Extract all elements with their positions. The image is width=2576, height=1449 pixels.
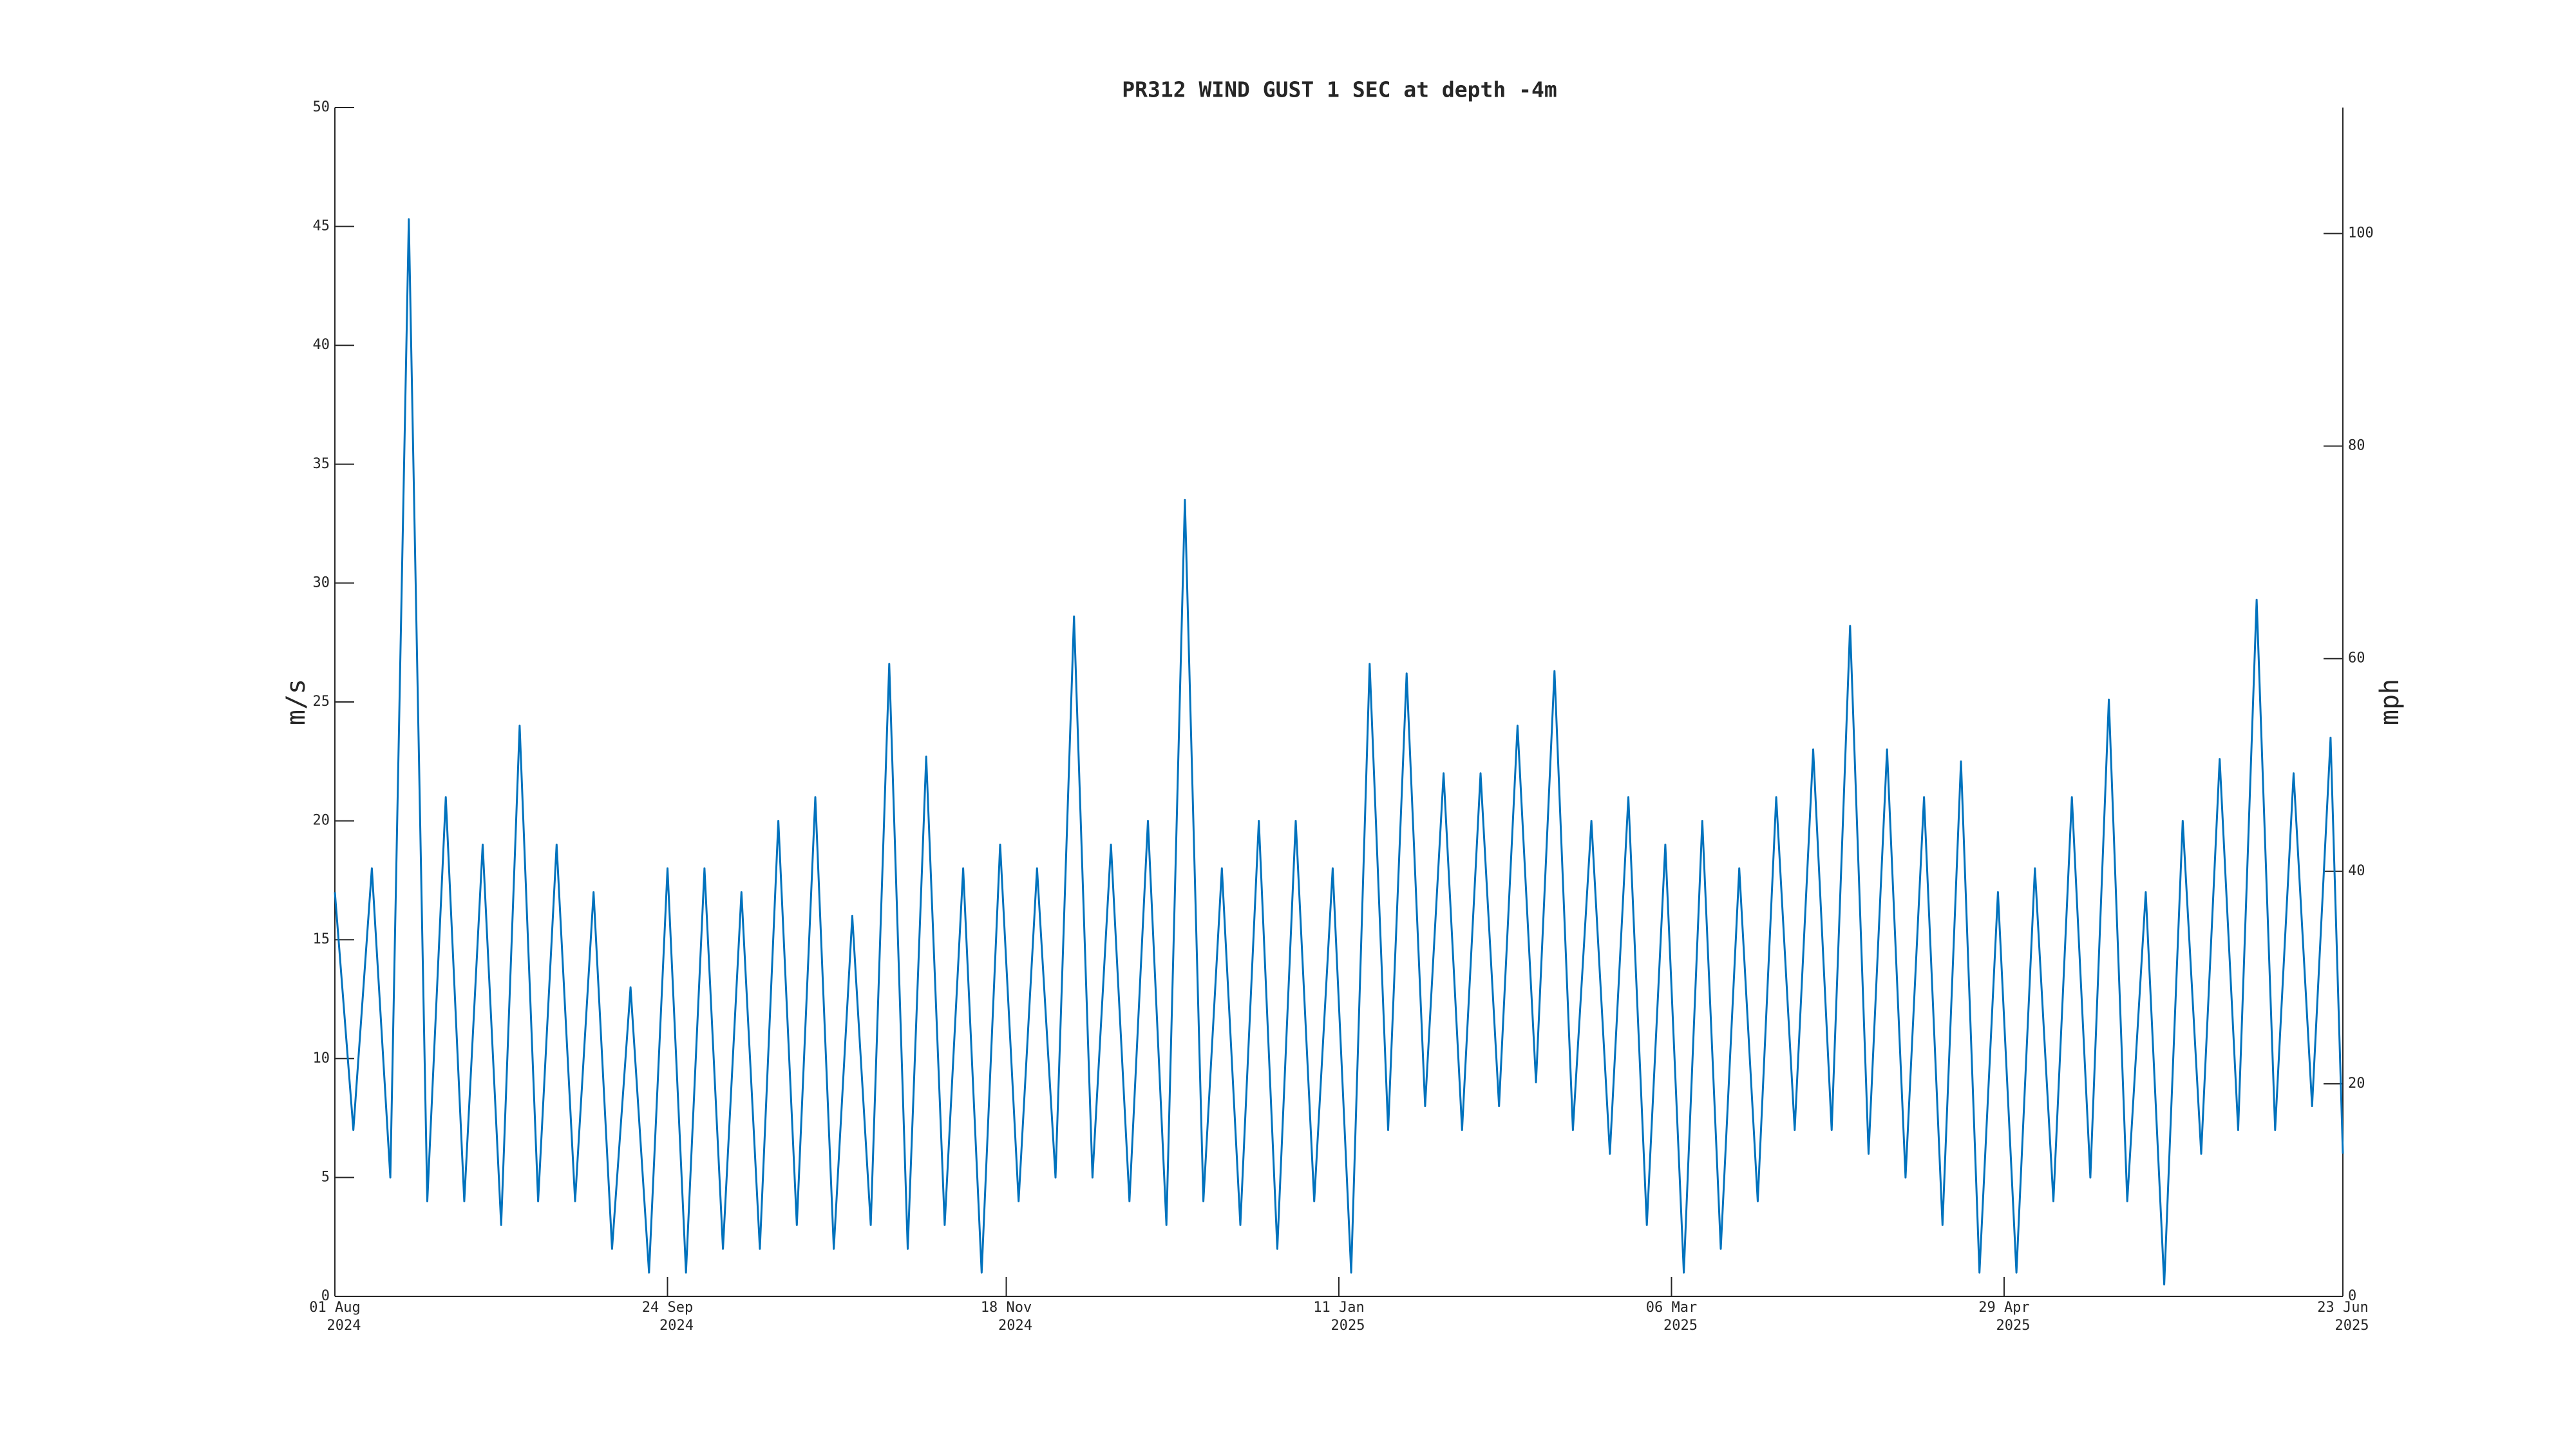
y-tick-label: 15 (313, 931, 330, 947)
data-line (334, 218, 2344, 1285)
y-axis-label: m/s (281, 679, 311, 725)
x-tick-label: 06 Mar (1646, 1300, 1697, 1316)
y2-tick-label: 60 (2348, 650, 2365, 667)
y2-tick-label: 0 (2348, 1288, 2356, 1304)
y2-tick-label: 100 (2348, 225, 2374, 242)
x-tick-label: 29 Apr (1978, 1300, 2029, 1316)
y2-axis-label: mph (2375, 679, 2405, 725)
y2-tick-label: 20 (2348, 1075, 2365, 1092)
x-tick-label: 2025 (1331, 1318, 1365, 1334)
y2-tick-label: 40 (2348, 863, 2365, 879)
x-tick-label: 01 Aug (309, 1300, 360, 1316)
x-tick-label: 23 Jun (2317, 1300, 2368, 1316)
y-tick-label: 0 (321, 1288, 330, 1304)
x-tick-label: 2025 (2335, 1318, 2369, 1334)
y-tick-label: 10 (313, 1050, 330, 1066)
y-tick-label: 45 (313, 218, 330, 234)
x-tick-label: 18 Nov (981, 1300, 1032, 1316)
x-tick-label: 2025 (1996, 1318, 2030, 1334)
chart-title: PR312 WIND GUST 1 SEC at depth -4m (1122, 77, 1557, 102)
y-tick-label: 35 (313, 456, 330, 472)
y-tick-label: 25 (313, 694, 330, 710)
x-tick-label: 11 Jan (1313, 1300, 1364, 1316)
x-tick-label: 24 Sep (642, 1300, 693, 1316)
y-tick-label: 30 (313, 574, 330, 591)
x-tick-label: 2024 (327, 1318, 361, 1334)
y-tick-label: 40 (313, 337, 330, 353)
y2-tick-label: 80 (2348, 438, 2365, 454)
x-tick-label: 2025 (1663, 1318, 1698, 1334)
x-tick-label: 2024 (998, 1318, 1032, 1334)
x-tick-label: 2024 (659, 1318, 694, 1334)
y-tick-label: 20 (313, 813, 330, 829)
y-tick-label: 5 (321, 1169, 330, 1185)
y-tick-label: 50 (313, 99, 330, 115)
